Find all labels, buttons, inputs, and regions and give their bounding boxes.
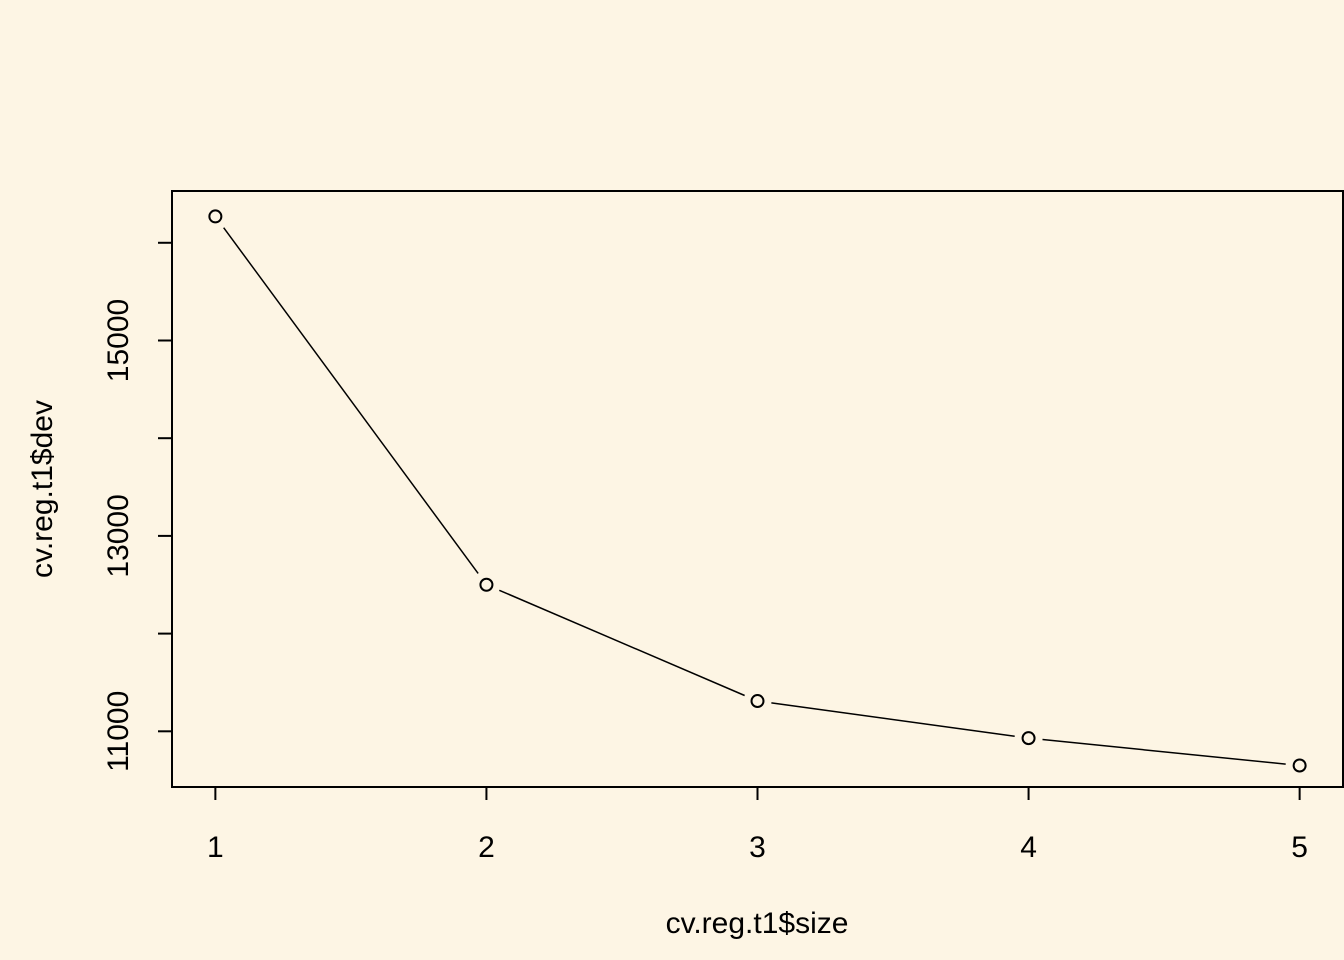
data-point [479,577,494,592]
x-tick-label: 3 [749,831,766,864]
y-axis-label: cv.reg.t1$dev [26,400,59,578]
data-point [750,694,765,709]
y-tick-label: 11000 [102,691,135,772]
plot-frame [171,190,1344,788]
data-point [1021,731,1036,746]
x-tick-label: 2 [478,831,495,864]
y-axis: 11000 13000 15000 [102,241,173,772]
data-point [208,209,223,224]
series-segment [499,589,745,697]
data-point [1292,758,1307,773]
series-segment [771,702,1015,737]
series-line [223,227,1286,765]
y-tick-label: 13000 [102,494,135,577]
x-axis-label: cv.reg.t1$size [666,907,849,940]
series-points [208,209,1307,773]
x-axis: 1 2 3 4 5 [207,786,1308,864]
x-tick-label: 4 [1020,831,1037,864]
y-tick-label: 15000 [102,299,135,382]
x-tick-label: 1 [207,831,224,864]
series-segment [1042,738,1286,765]
x-tick-label: 5 [1291,831,1308,864]
series-segment [223,227,479,574]
